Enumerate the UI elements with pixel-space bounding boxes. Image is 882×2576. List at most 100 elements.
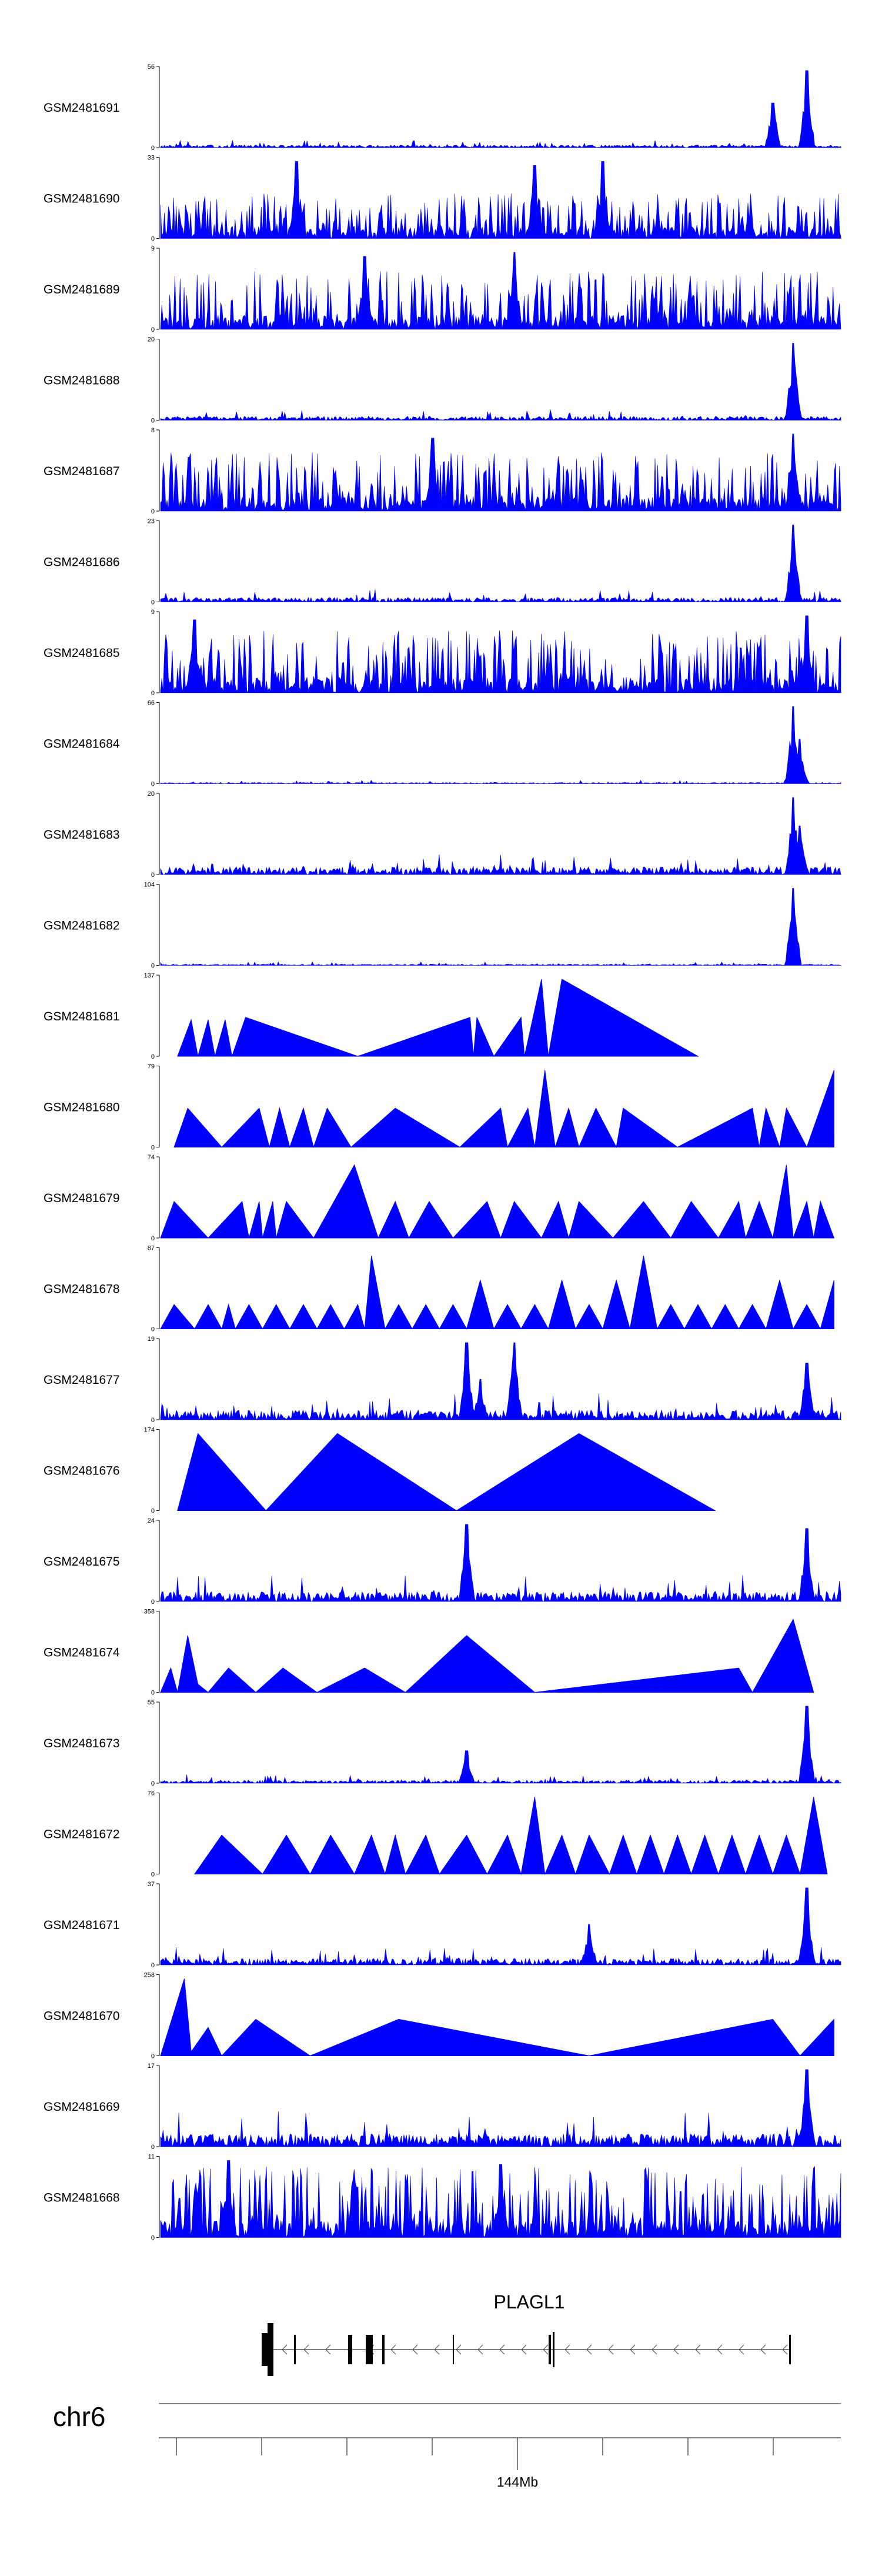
track-y-min-label: 0 (151, 963, 155, 970)
strand-arrow (760, 2344, 766, 2355)
track-y-max-label: 9 (151, 245, 155, 252)
track-y-min-label: 0 (151, 508, 155, 515)
track-signal-area (160, 1618, 814, 1693)
track-y-min-label: 0 (151, 236, 155, 243)
track-y-min-label: 0 (151, 1962, 155, 1969)
track-label: GSM2481677 (44, 1373, 120, 1387)
track-y-min-label: 0 (151, 781, 155, 788)
strand-arrow (499, 2344, 505, 2355)
gene-exon (348, 2335, 352, 2364)
strand-arrow (564, 2344, 570, 2355)
track-GSM2481686: GSM2481686 23 0 (44, 518, 841, 606)
strand-arrow (608, 2344, 614, 2355)
strand-arrow (739, 2344, 744, 2355)
track-GSM2481681: GSM2481681 137 0 (44, 972, 699, 1060)
strand-arrow (325, 2344, 331, 2355)
track-GSM2481668: GSM2481668 11 0 (44, 2154, 841, 2242)
track-label: GSM2481690 (44, 192, 120, 206)
gene-exon (262, 2333, 268, 2366)
track-signal-area (160, 2160, 841, 2238)
track-signal-area (160, 2069, 841, 2147)
track-y-max-label: 11 (148, 2154, 155, 2161)
gene-exons (262, 2323, 791, 2376)
axis-ticks (176, 2438, 774, 2470)
strand-arrow (543, 2344, 549, 2355)
track-GSM2481675: GSM2481675 24 0 (44, 1517, 841, 1606)
track-label: GSM2481678 (44, 1283, 120, 1296)
gene-exon (789, 2335, 791, 2364)
track-signal-area (160, 1887, 841, 1966)
track-y-min-label: 0 (151, 2053, 155, 2060)
track-GSM2481673: GSM2481673 55 0 (44, 1699, 841, 1787)
strand-arrow (695, 2344, 701, 2355)
track-y-max-label: 23 (148, 518, 155, 525)
track-y-min-label: 0 (151, 1235, 155, 1242)
track-y-max-label: 79 (148, 1063, 155, 1070)
track-GSM2481688: GSM2481688 20 0 (44, 336, 841, 425)
track-y-min-label: 0 (151, 418, 155, 425)
track-label: GSM2481680 (44, 1101, 120, 1115)
track-label: GSM2481673 (44, 1737, 120, 1750)
track-label: GSM2481676 (44, 1464, 120, 1478)
track-label: GSM2481668 (44, 2191, 120, 2205)
track-GSM2481683: GSM2481683 20 0 (44, 790, 841, 879)
track-label: GSM2481681 (44, 1010, 120, 1023)
strand-arrow (456, 2344, 462, 2355)
strand-arrow (630, 2344, 636, 2355)
track-signal-area (160, 615, 841, 693)
data-tracks: GSM2481691560GSM2481690330GSM248168990GS… (44, 64, 841, 2242)
track-y-min-label: 0 (151, 2235, 155, 2242)
strand-arrow (477, 2344, 483, 2355)
track-label: GSM2481691 (44, 101, 120, 115)
track-signal-area (177, 1433, 716, 1511)
track-signal-area (160, 343, 841, 421)
track-label: GSM2481679 (44, 1192, 120, 1205)
track-signal-area (177, 979, 699, 1057)
track-y-max-label: 358 (144, 1609, 155, 1616)
track-y-min-label: 0 (151, 1780, 155, 1787)
gene-model: PLAGL1 (262, 2291, 791, 2376)
track-GSM2481680: GSM2481680 79 0 (44, 1063, 834, 1152)
strand-arrow (586, 2344, 592, 2355)
track-GSM2481687: GSM2481687 8 0 (44, 427, 841, 515)
track-GSM2481672: GSM2481672 76 0 (44, 1790, 828, 1878)
track-label: GSM2481671 (44, 1918, 120, 1932)
track-y-min-label: 0 (151, 1053, 155, 1060)
track-label: GSM2481670 (44, 2010, 120, 2023)
chromosome-label: chr6 (53, 2401, 105, 2432)
track-y-max-label: 56 (148, 64, 155, 71)
track-signal-area (160, 1256, 834, 1330)
track-y-max-label: 55 (148, 1699, 155, 1706)
track-GSM2481691: GSM2481691 56 0 (44, 64, 841, 152)
track-y-max-label: 137 (144, 972, 155, 979)
strand-arrow (412, 2344, 418, 2355)
track-signal-area (160, 1978, 834, 2057)
track-GSM2481689: GSM2481689 9 0 (44, 245, 841, 333)
track-signal-area (160, 797, 841, 875)
track-label: GSM2481689 (44, 283, 120, 296)
track-y-min-label: 0 (151, 1508, 155, 1515)
strand-arrow (652, 2344, 657, 2355)
track-signal-area (160, 70, 841, 148)
strand-arrow (434, 2344, 440, 2355)
track-label: GSM2481684 (44, 738, 120, 751)
gene-exon (382, 2335, 385, 2364)
gene-exon (366, 2335, 373, 2364)
strand-arrow (782, 2344, 788, 2355)
track-signal-area (160, 525, 841, 603)
track-signal-area (160, 706, 841, 784)
track-y-min-label: 0 (151, 872, 155, 879)
strand-arrow (303, 2344, 309, 2355)
track-signal-area (160, 1706, 841, 1784)
track-y-min-label: 0 (151, 145, 155, 152)
track-y-max-label: 17 (148, 2063, 155, 2070)
track-y-min-label: 0 (151, 2144, 155, 2151)
track-y-min-label: 0 (151, 326, 155, 333)
track-y-max-label: 19 (148, 1336, 155, 1343)
track-signal-area (193, 1797, 828, 1876)
track-y-min-label: 0 (151, 1144, 155, 1152)
track-label: GSM2481674 (44, 1646, 120, 1660)
track-GSM2481684: GSM2481684 66 0 (44, 700, 841, 788)
track-signal-area (160, 161, 841, 239)
track-GSM2481685: GSM2481685 9 0 (44, 609, 841, 697)
